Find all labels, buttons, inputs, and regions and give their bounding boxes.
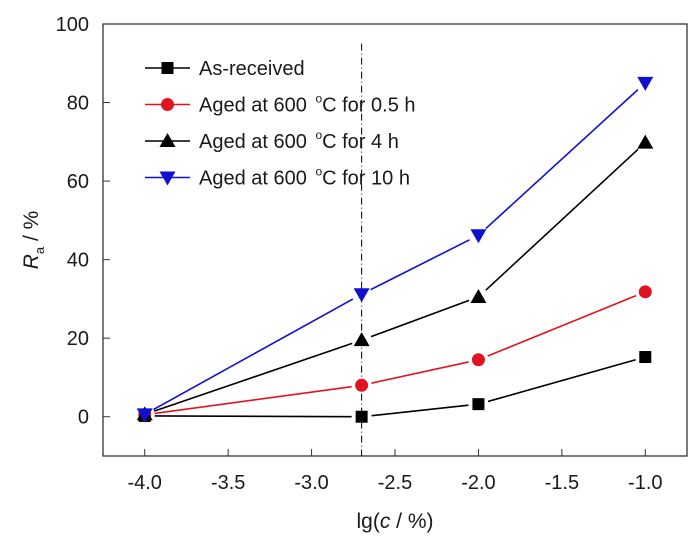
x-tick-label: -3.5 [211, 472, 245, 494]
data-point [353, 288, 370, 303]
data-point [639, 351, 652, 364]
y-axis-title-variable: R [20, 254, 43, 269]
legend-item: Aged at 600 oC for 10 h [145, 165, 410, 190]
legend-label-part: Aged at 600 [199, 168, 312, 190]
legend-item: As-received [145, 58, 305, 80]
y-axis-title: Ra / % [20, 211, 47, 270]
legend-label: As-received [199, 58, 305, 80]
plot-frame [102, 23, 688, 457]
data-point [471, 353, 485, 367]
data-point [638, 285, 652, 299]
plot-area-border [102, 23, 688, 457]
legend-label-part: Aged at 600 [199, 95, 312, 117]
series-markers [136, 76, 654, 423]
legend-label-part: Aged at 600 [199, 131, 312, 153]
x-tick-label: -1.5 [545, 472, 579, 494]
data-point [637, 134, 654, 149]
legend-label: Aged at 600 oC for 10 h [199, 165, 410, 190]
series-line-segment [371, 404, 469, 417]
y-tick-label: 20 [67, 328, 89, 350]
series-line-segment [370, 299, 470, 338]
y-axis: 0 20 40 60 80 100 [56, 14, 110, 429]
legend-item: Aged at 600 oC for 4 h [145, 128, 399, 153]
legend-label: Aged at 600 oC for 4 h [199, 128, 399, 153]
x-axis-title: lg(c / %) [356, 510, 433, 533]
y-axis-title-subscript: a [32, 246, 47, 254]
x-axis-title-prefix: lg( [356, 510, 379, 533]
x-tick-label: -2.5 [378, 472, 412, 494]
legend-label-part: C for 4 h [322, 131, 399, 153]
data-point [353, 332, 370, 347]
y-tick-label: 60 [67, 171, 89, 193]
data-point [637, 76, 654, 91]
series-line-segment [485, 89, 639, 230]
legend-marker [161, 98, 174, 111]
x-tick-label: -1.0 [628, 472, 662, 494]
degree-symbol: o [315, 128, 322, 142]
series-line-segment [154, 415, 352, 418]
legend-label-part: C for 0.5 h [322, 95, 415, 117]
y-axis-title-suffix: / % [20, 211, 43, 247]
x-axis-title-variable: c [380, 510, 391, 533]
x-axis-title-suffix: / %) [390, 510, 433, 533]
series-line-segment [154, 385, 352, 415]
series-line-segment [487, 294, 637, 357]
series-line-segment [370, 239, 470, 291]
data-point [355, 378, 369, 392]
legend-label: Aged at 600 oC for 0.5 h [199, 92, 416, 117]
x-axis: -4.0 -3.5 -3.0 -2.5 -2.0 -1.5 -1.0 [127, 449, 663, 494]
series-line-segment [153, 342, 353, 412]
series-line-segment [487, 358, 636, 403]
x-tick-label: -2.0 [461, 472, 495, 494]
series-lines [153, 89, 639, 418]
legend-marker [161, 62, 174, 74]
legend-marker [159, 133, 176, 147]
series-line-segment [485, 148, 639, 291]
degree-symbol: o [315, 92, 322, 106]
legend-item: Aged at 600 oC for 0.5 h [145, 92, 416, 117]
y-tick-label: 0 [78, 407, 89, 429]
data-point [136, 408, 153, 423]
data-point [472, 398, 485, 411]
series-line-segment [153, 298, 354, 411]
x-tick-label: -3.0 [294, 472, 328, 494]
x-tick-label: -4.0 [127, 472, 161, 494]
legend-marker [159, 171, 176, 186]
legend-label-part: C for 10 h [322, 168, 410, 190]
y-tick-label: 100 [56, 14, 89, 36]
data-point [470, 229, 487, 244]
data-point [470, 288, 487, 303]
legend-label-part: As-received [199, 58, 305, 80]
series-line-segment [371, 361, 469, 384]
data-point [355, 410, 368, 423]
degree-symbol: o [315, 165, 322, 179]
y-tick-label: 40 [67, 250, 89, 272]
y-tick-label: 80 [67, 93, 89, 115]
